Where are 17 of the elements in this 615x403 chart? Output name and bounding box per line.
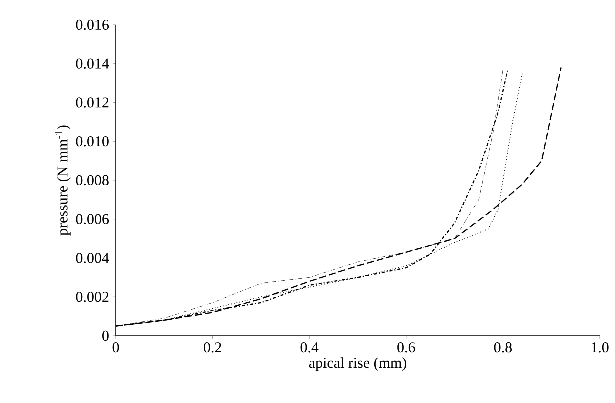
y-tick-label: 0.002 — [76, 292, 109, 302]
x-tick-label: 0.2 — [204, 342, 222, 353]
x-axis-title: apical rise (mm) — [309, 358, 406, 372]
y-tick-label: 0.004 — [76, 253, 110, 264]
x-tick-label: 1.0 — [592, 342, 609, 353]
y-tick-label: 0 — [102, 330, 109, 342]
y-tick-label: 0.008 — [76, 175, 109, 186]
y-tick-label: 0.016 — [76, 20, 110, 30]
x-tick-label: 0.8 — [494, 342, 512, 353]
x-tick-label: 0.6 — [398, 342, 416, 353]
y-axis-title: pressure (N mm$^{-1}$) — [56, 126, 71, 236]
y-tick-label: 0.012 — [76, 98, 109, 108]
y-tick-label: 0.010 — [76, 136, 109, 147]
y-tick-label: 0.014 — [76, 58, 110, 69]
x-tick-label: 0.4 — [300, 342, 319, 353]
y-tick-label: 0.006 — [76, 214, 110, 224]
x-tick-label: 0 — [112, 342, 120, 353]
